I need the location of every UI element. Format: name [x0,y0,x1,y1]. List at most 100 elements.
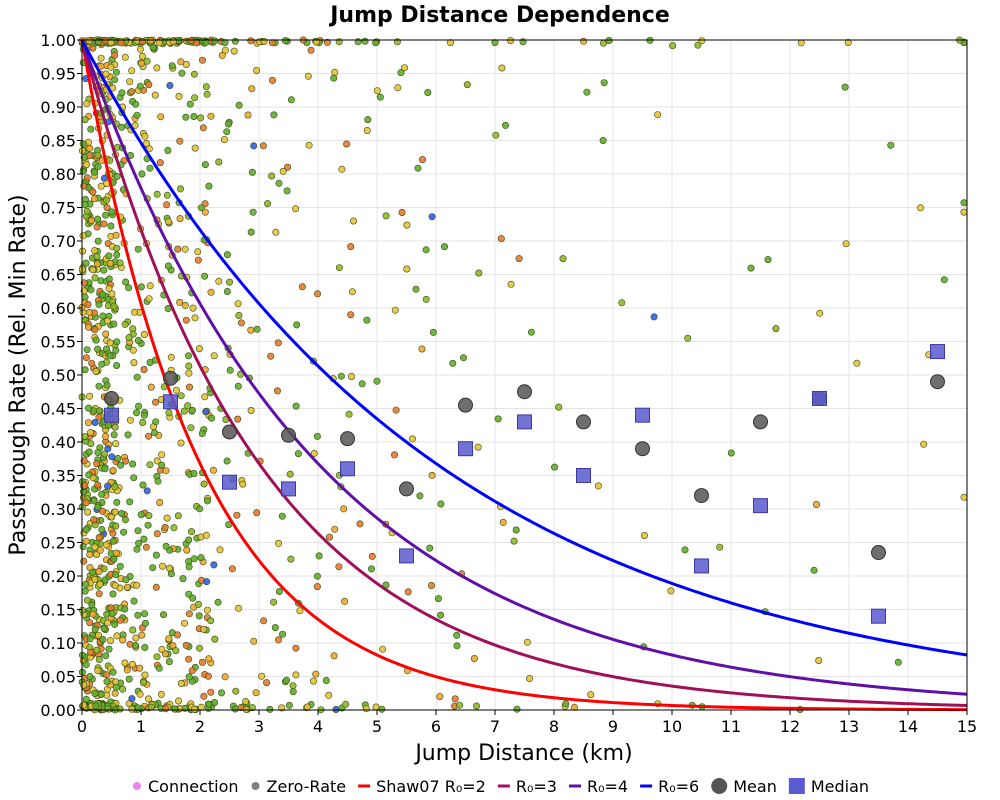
scatter-point [418,345,426,353]
median-marker [753,498,768,514]
scatter-point [108,513,116,521]
scatter-point [507,37,515,45]
scatter-point [112,549,120,557]
scatter-point [99,290,107,298]
scatter-point [309,677,317,685]
scatter-point [128,695,136,703]
mean-marker [399,481,414,497]
scatter-point [165,409,173,417]
scatter-point [153,457,161,465]
scatter-point [459,354,467,362]
y-tick-label: 0.55 [40,333,76,352]
scatter-point [248,168,256,176]
scatter-point [960,208,968,216]
scatter-point [253,67,261,75]
scatter-point [151,429,159,437]
scatter-point [203,578,211,586]
scatter-point [90,497,98,505]
scatter-point [98,525,106,533]
scatter-point [140,411,148,419]
scatter-point [378,705,386,713]
scatter-point [285,701,293,709]
scatter-point [446,39,454,47]
scatter-point [515,255,523,263]
scatter-point [190,70,198,78]
scatter-point [559,255,567,263]
scatter-point [181,245,189,253]
scatter-point [80,279,88,287]
scatter-point [177,58,185,66]
median-marker [163,394,178,410]
scatter-point [139,52,147,60]
x-tick-label: 12 [780,717,800,736]
scatter-point [258,672,266,680]
scatter-point [100,624,108,632]
scatter-point [95,533,103,541]
scatter-point [136,82,144,90]
scatter-point [207,112,215,120]
scatter-point [94,503,102,511]
legend-label: Mean [733,777,777,796]
scatter-point [112,440,120,448]
y-tick-label: 0.70 [40,232,76,251]
scatter-point [81,293,89,301]
scatter-point [185,536,193,544]
scatter-point [453,631,461,639]
scatter-point [247,37,255,45]
scatter-point [100,220,108,228]
scatter-point [191,144,199,152]
median-markers [104,344,945,624]
scatter-point [650,313,658,321]
scatter-point [195,345,203,353]
legend-item: R₀=6 [640,777,699,796]
scatter-point [87,429,95,437]
x-tick-label: 15 [957,717,977,736]
x-tick-label: 13 [839,717,859,736]
scatter-point [147,37,155,45]
scatter-point [201,161,209,169]
scatter-point [618,299,626,307]
scatter-point [191,94,199,102]
scatter-point [397,69,405,77]
scatter-point [594,482,602,490]
scatter-point [422,246,430,254]
scatter-point [270,111,278,119]
scatter-point [223,287,231,295]
scatter-point [223,251,231,259]
scatter-point [232,687,240,695]
scatter-point [86,392,94,400]
scatter-point [139,481,147,489]
scatter-point [200,625,208,633]
scatter-point [85,448,93,456]
scatter-point [93,260,101,268]
scatter-point [103,196,111,204]
scatter-point [157,690,165,698]
scatter-point [367,565,375,573]
scatter-point [149,43,157,51]
scatter-point [196,505,204,513]
scatter-point [223,457,231,465]
scatter-point [272,228,280,236]
scatter-point [197,554,205,562]
scatter-point [133,111,141,119]
scatter-point [178,69,186,77]
scatter-point [429,328,437,336]
scatter-point [168,62,176,70]
scatter-point [121,605,129,613]
scatter-point [149,564,157,572]
scatter-point [129,626,137,634]
scatter-point [391,306,399,314]
scatter-point [418,156,426,164]
scatter-point [343,140,351,148]
scatter-point [82,537,90,545]
scatter-point [167,353,175,361]
x-axis-label: Jump Distance (km) [413,741,632,766]
scatter-point [294,450,302,458]
scatter-point [129,460,137,468]
scatter-point [191,314,199,322]
scatter-point [200,480,208,488]
scatter-point [292,644,300,652]
scatter-point [163,201,171,209]
scatter-point [210,352,218,360]
scatter-point [189,594,197,602]
